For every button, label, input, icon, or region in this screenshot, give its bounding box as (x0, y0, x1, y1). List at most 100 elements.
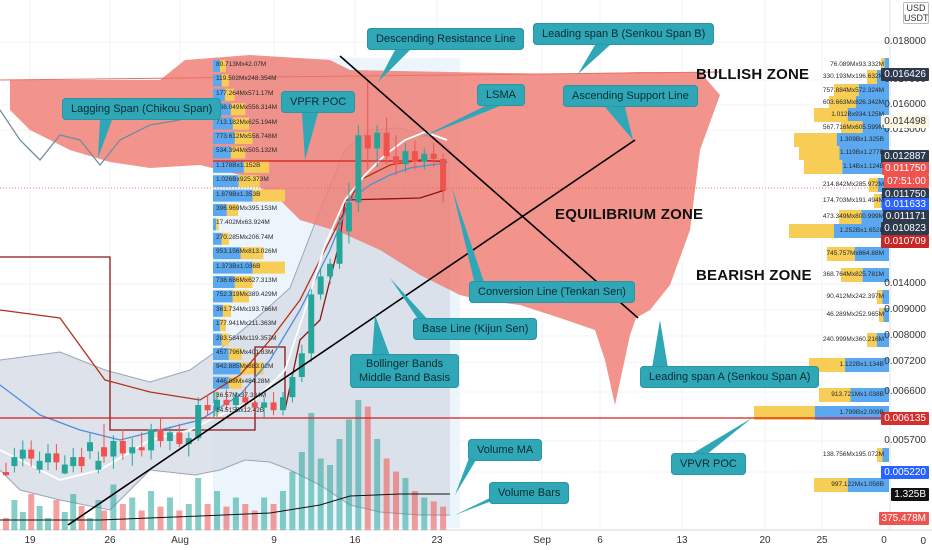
vpfr-bar-up-6 (213, 146, 231, 159)
pointer-lagging (98, 120, 112, 158)
vpvr-label-20: 1.799Bx2.009B (839, 409, 884, 416)
candle-body-23 (317, 276, 324, 295)
early-candle-body-11 (95, 460, 102, 470)
x-tick-4[interactable]: 16 (349, 535, 361, 546)
candle-body-19 (279, 397, 286, 411)
vpfr-label-0: 80.713Mx42.07M (216, 61, 267, 68)
volume-bar-28 (364, 406, 371, 530)
bollinger-callout: Bollinger Bands Middle Band Basis (350, 354, 460, 388)
vpvr-label-2: 757.884Mx572.324M (822, 87, 884, 94)
x-tick-3[interactable]: 9 (271, 535, 277, 546)
y-tick-6[interactable]: 0.008000 (884, 330, 926, 341)
vpfr-bar-up-7 (213, 160, 244, 173)
vpvr-bar-down-3 (829, 96, 856, 110)
candle-body-35 (430, 153, 437, 159)
vpfr-label-7: 1.178Bx1.152B (216, 161, 261, 169)
candle-body-18 (270, 402, 277, 411)
vpvr-label-11: 473.349Mx800.999M (822, 213, 884, 220)
vpfr-label-17: 361.734Mx193.766M (216, 305, 278, 313)
price-badge-0: 0.016426 (881, 68, 929, 81)
volume-bar-32 (402, 478, 409, 530)
conversion-line-callout: Conversion Line (Tenkan Sen) (469, 281, 635, 303)
vpfr-label-19: 283.584Mx119.357M (216, 334, 277, 342)
pointer-bollinger (372, 315, 390, 356)
leading-span-a-callout: Leading span A (Senkou Span A) (640, 366, 820, 388)
y-tick-3[interactable]: 0.015000 (884, 124, 926, 135)
vpfr-bar-up-11 (213, 218, 217, 231)
vpfr-bar-down-3 (230, 103, 246, 116)
x-tick-2[interactable]: Aug (171, 535, 189, 546)
vpvr-label-9: 214.842Mx285.972M (822, 181, 884, 188)
bearish-zone-label: BEARISH ZONE (696, 267, 812, 284)
price-badge-2: 0.012887 (881, 150, 929, 163)
vpfr-bar-down-16 (232, 290, 249, 303)
x-tick-8[interactable]: 13 (676, 535, 688, 546)
vpvr-bar-down-19 (819, 388, 851, 402)
y-tick-2[interactable]: 0.016000 (884, 99, 926, 110)
vpvr-label-14: 368.764Mx825.781M (822, 271, 884, 278)
x-tick-7[interactable]: 6 (597, 535, 603, 546)
y-tick-11[interactable]: 0 (920, 536, 926, 547)
candle-body-21 (298, 353, 305, 377)
volume-bar-22 (308, 413, 315, 530)
volume-bar-8 (176, 510, 183, 530)
vpfr-label-11: 17.402Mx63.924M (216, 219, 270, 227)
vpfr-poc-callout: VPFR POC (281, 91, 356, 113)
volume-bar-5 (148, 491, 155, 530)
candle-body-33 (411, 151, 418, 162)
vpvr-bar-up-16 (883, 308, 889, 322)
x-tick-10[interactable]: 25 (816, 535, 828, 546)
vpvr-label-5: 567.716Mx605.599M (822, 124, 884, 131)
vpfr-histogram (213, 60, 285, 418)
vpvr-label-17: 240.999Mx360.216M (822, 336, 884, 343)
y-tick-4[interactable]: 0.014000 (884, 278, 926, 289)
vpfr-bar-down-19 (221, 333, 229, 346)
vpvr-label-22: 997.122Mx1.058B (831, 481, 884, 488)
y-tick-9[interactable]: 0.005700 (884, 435, 926, 446)
equilibrium-zone-label: EQUILIBRIUM ZONE (555, 206, 704, 223)
volume-bar-27 (355, 400, 362, 530)
base-line-callout: Base Line (Kijun Sen) (413, 318, 538, 340)
candle-body-7 (166, 432, 173, 441)
y-tick-7[interactable]: 0.007200 (884, 356, 926, 367)
vpfr-label-16: 752.319Mx389.429M (216, 291, 278, 299)
volume-bar-20 (289, 471, 296, 530)
vpvr-bar-down-0 (881, 58, 885, 72)
price-badge-5: 0.011750 (882, 188, 929, 201)
early-candle-body-2 (19, 449, 26, 459)
vpfr-bar-down-4 (232, 117, 249, 130)
early-volume-bar-11 (95, 500, 102, 530)
candle-body-36 (440, 159, 447, 191)
vpvr-label-4: 1.012Bx934.125M (831, 111, 884, 118)
x-tick-9[interactable]: 20 (759, 535, 771, 546)
pointer-base (390, 278, 430, 322)
candle-body-29 (374, 132, 381, 149)
volume-bar-15 (242, 504, 249, 530)
vpfr-bar-down-7 (243, 160, 270, 173)
x-tick-6[interactable]: Sep (533, 535, 551, 546)
vpfr-bar-up-5 (213, 132, 235, 144)
x-tick-0[interactable]: 19 (24, 535, 36, 546)
x-tick-1[interactable]: 26 (104, 535, 116, 546)
vpvr-bar-down-20 (754, 406, 815, 420)
vpfr-bar-down-17 (222, 304, 231, 317)
volume-bar-23 (317, 458, 324, 530)
vpfr-bar-down-9 (252, 189, 285, 202)
volume-bar-25 (336, 439, 343, 530)
vpfr-label-22: 446.88Mx484.28M (216, 377, 270, 385)
y-tick-0[interactable]: 0.018000 (884, 36, 926, 47)
volume-ma-line (0, 493, 450, 521)
y-tick-8[interactable]: 0.006600 (884, 386, 926, 397)
x-tick-5[interactable]: 23 (431, 535, 443, 546)
y-tick-5[interactable]: 0.009000 (884, 304, 926, 315)
vpvr-bar-up-20 (814, 406, 889, 420)
volume-bar-35 (430, 501, 437, 530)
pointer-span-a (652, 320, 668, 368)
price-badge-13: 375.478M (878, 512, 929, 525)
candle-body-26 (345, 202, 352, 232)
vpvr-label-13: 745.757Mx864.88M (826, 250, 884, 257)
vpvr-bar-down-2 (834, 84, 859, 98)
vpvr-bar-down-4 (814, 108, 848, 122)
x-tick-11[interactable]: 0 (881, 535, 887, 546)
